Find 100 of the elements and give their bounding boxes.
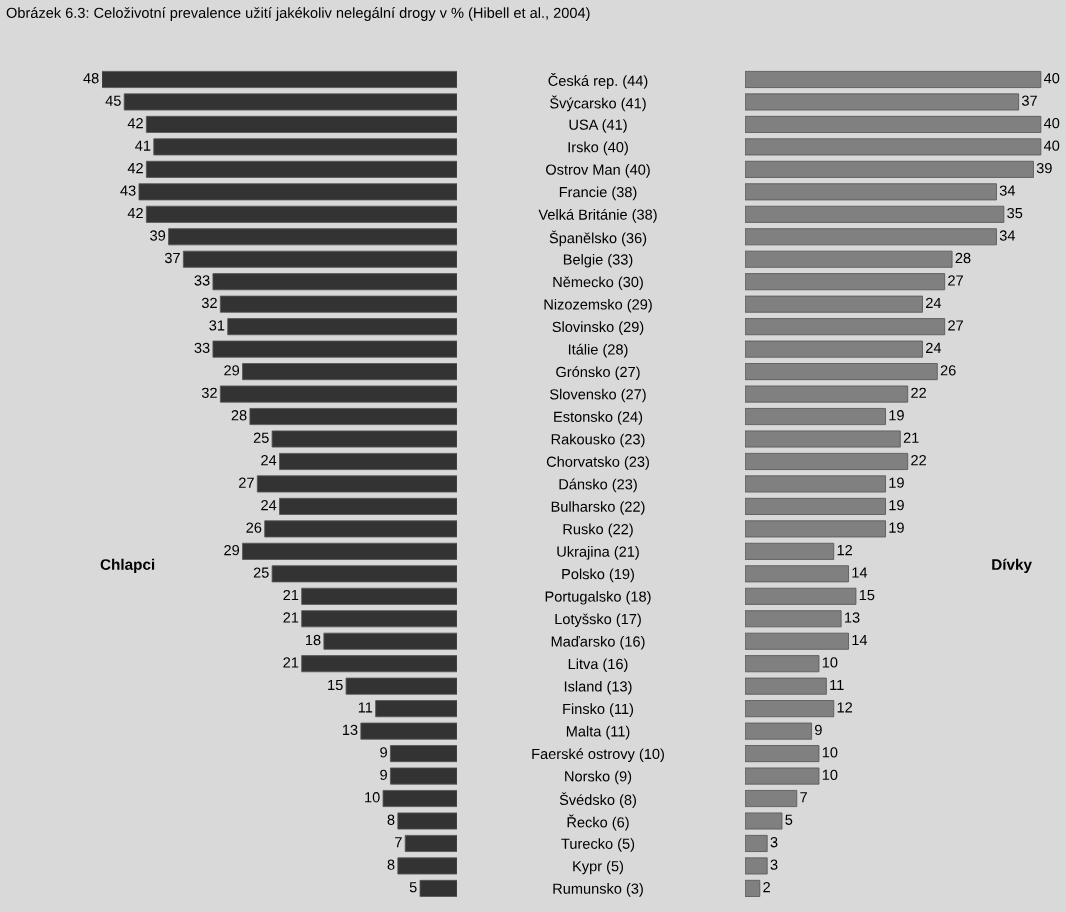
data-label: 11 — [358, 702, 373, 713]
data-label: 29 — [224, 365, 240, 376]
y-tick-label: Česká rep. (44) — [548, 73, 648, 89]
bar — [102, 70, 457, 88]
y-tick-label: Švédsko (8) — [559, 792, 636, 808]
data-label: 15 — [328, 679, 343, 691]
y-tick-label: Belgie (33) — [563, 253, 633, 268]
data-label: 14 — [852, 634, 868, 646]
bar — [219, 385, 457, 403]
data-label: 21 — [283, 589, 299, 601]
bar — [745, 745, 820, 763]
bar — [212, 273, 457, 291]
data-label: 12 — [837, 702, 853, 713]
data-label: 3 — [770, 859, 778, 870]
y-tick-label: Turecko (5) — [561, 838, 635, 852]
bar — [279, 497, 457, 515]
data-label: 27 — [948, 275, 963, 286]
y-tick-label: Faerské ostrovy (10) — [532, 748, 664, 762]
chart-title: Obrázek 6.3: Celoživotní prevalence užití jakékoliv nelegální drogy v % (Hibell et al., 2004) — [6, 7, 590, 21]
bar — [242, 542, 457, 560]
data-label: 48 — [83, 73, 99, 84]
data-label: 32 — [201, 297, 217, 309]
y-tick-label: Ukrajina (21) — [557, 546, 639, 560]
data-label: 25 — [253, 432, 269, 443]
data-label: 40 — [1043, 140, 1060, 151]
y-tick-label: Španělsko (36) — [549, 230, 647, 247]
data-label: 10 — [365, 792, 380, 803]
y-tick-label: Malta (11) — [566, 725, 630, 740]
data-label: 43 — [120, 185, 136, 196]
bar — [745, 475, 886, 493]
data-label: 2 — [763, 881, 770, 893]
bar — [271, 565, 457, 583]
data-label: 34 — [999, 230, 1016, 241]
bar — [419, 879, 457, 897]
bar — [745, 767, 820, 785]
bar — [227, 318, 457, 336]
data-label: 19 — [889, 410, 904, 421]
y-tick-label: Německo (30) — [553, 276, 643, 291]
bar — [745, 655, 820, 673]
bar — [182, 250, 457, 268]
bar — [249, 408, 457, 426]
bar — [745, 542, 835, 560]
bar — [745, 363, 938, 381]
data-label: 33 — [194, 275, 210, 286]
y-tick-label: Island (13) — [564, 680, 632, 695]
bar — [745, 790, 798, 808]
y-tick-label: Irsko (40) — [568, 141, 628, 156]
data-label: 27 — [239, 477, 254, 488]
y-tick-label: Kypr (5) — [573, 860, 624, 875]
data-label: 24 — [926, 297, 942, 308]
bar — [745, 160, 1034, 178]
data-label: 28 — [955, 252, 971, 264]
data-label: 29 — [224, 544, 240, 556]
bar — [745, 70, 1042, 88]
bar — [397, 812, 457, 830]
bar — [745, 834, 768, 852]
bar — [219, 295, 457, 313]
bar — [138, 183, 457, 201]
data-label: 25 — [253, 567, 269, 578]
data-label: 42 — [127, 118, 143, 129]
bar — [745, 228, 997, 246]
bar — [745, 408, 886, 426]
data-label: 21 — [283, 612, 299, 623]
y-tick-label: Ostrov Man (40) — [546, 164, 650, 178]
y-tick-label: Itálie (28) — [568, 343, 628, 358]
bar — [745, 183, 997, 201]
data-label: 31 — [209, 320, 225, 331]
bar — [145, 205, 457, 223]
data-label: 26 — [246, 522, 262, 533]
data-label: 10 — [822, 769, 838, 780]
data-label: 3 — [770, 837, 778, 848]
data-label: 21 — [283, 657, 299, 668]
y-tick-label: Chorvatsko (23) — [546, 456, 649, 470]
data-label: 18 — [305, 634, 321, 646]
bar — [745, 565, 849, 583]
data-label: 37 — [1021, 95, 1037, 106]
bar — [745, 520, 886, 538]
bar — [390, 767, 457, 785]
data-label: 34 — [999, 185, 1016, 196]
data-label: 19 — [889, 477, 904, 488]
bar — [745, 700, 835, 718]
y-tick-label: Litva (16) — [568, 658, 628, 673]
data-label: 22 — [911, 455, 926, 466]
y-tick-label: Finsko (11) — [563, 703, 634, 717]
data-label: 37 — [164, 252, 180, 264]
bar — [397, 857, 457, 875]
bar — [745, 430, 901, 448]
y-tick-label: Francie (38) — [559, 186, 637, 201]
bar — [745, 857, 768, 875]
bar — [390, 745, 457, 763]
data-label: 42 — [127, 162, 143, 174]
data-label: 7 — [800, 792, 807, 803]
y-tick-label: Portugalsko (18) — [545, 591, 651, 605]
bar — [745, 93, 1020, 111]
bar — [745, 587, 857, 605]
data-label: 5 — [409, 882, 417, 893]
y-tick-label: Maďarsko (16) — [551, 635, 645, 650]
data-label: 9 — [380, 769, 387, 780]
data-label: 28 — [231, 410, 247, 421]
bar — [745, 295, 923, 313]
